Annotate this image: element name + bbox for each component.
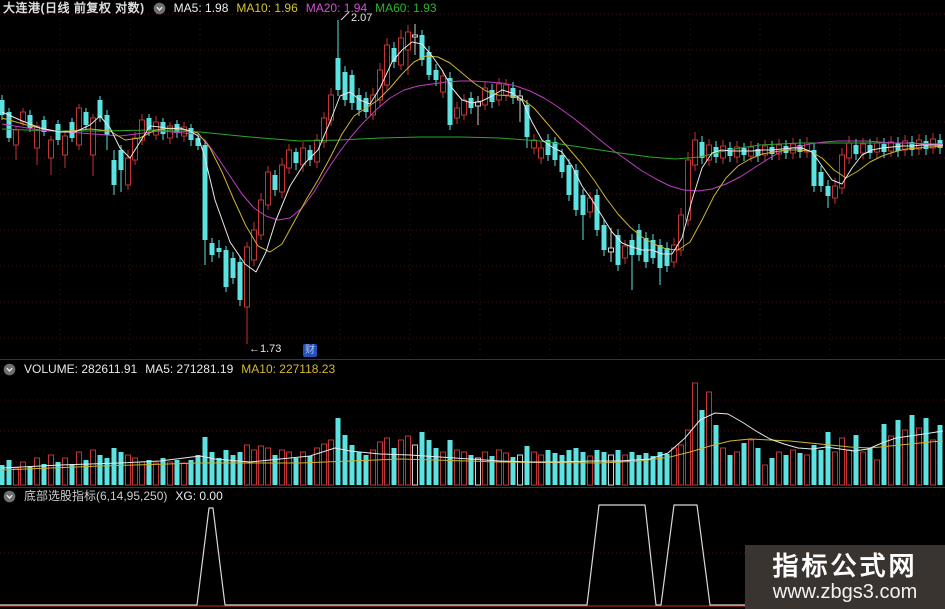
indicator-xg-label: XG: 0.00 [175,489,223,503]
collapse-indicator-icon[interactable] [3,490,16,503]
main-ma10-label: MA10: 1.96 [236,1,298,15]
main-ma20-label: MA20: 1.94 [305,1,368,15]
main-ma60-label: MA60: 1.93 [375,1,437,15]
cai-watermark-badge: 财 [303,344,317,357]
volume-ma10-label: MA10: 227118.23 [241,362,336,376]
watermark-site-name: 指标公式网 [772,550,918,581]
volume-header: VOLUME: 282611.91 MA5: 271281.19 MA10: 2… [3,362,335,376]
main-header: 大连港(日线 前复权 对数) MA5: 1.98 MA10: 1.96 MA20… [3,1,437,15]
indicator-header: 底部选股指标(6,14,95,250) XG: 0.00 [3,489,223,503]
collapse-main-icon[interactable] [153,2,166,15]
watermark-site-url: www.zbgs3.com [772,580,918,603]
volume-ma5-label: MA5: 271281.19 [145,362,234,376]
site-watermark: 指标公式网 www.zbgs3.com [745,545,945,609]
main-ma5-label: MA5: 1.98 [173,1,229,15]
indicator-name-label: 底部选股指标(6,14,95,250) [24,489,168,503]
volume-value-label: VOLUME: 282611.91 [24,362,138,376]
collapse-volume-icon[interactable] [3,363,16,376]
svg-text:2.07: 2.07 [351,12,372,24]
svg-text:←1.73: ←1.73 [249,343,281,355]
stock-title: 大连港(日线 前复权 对数) [3,1,145,15]
